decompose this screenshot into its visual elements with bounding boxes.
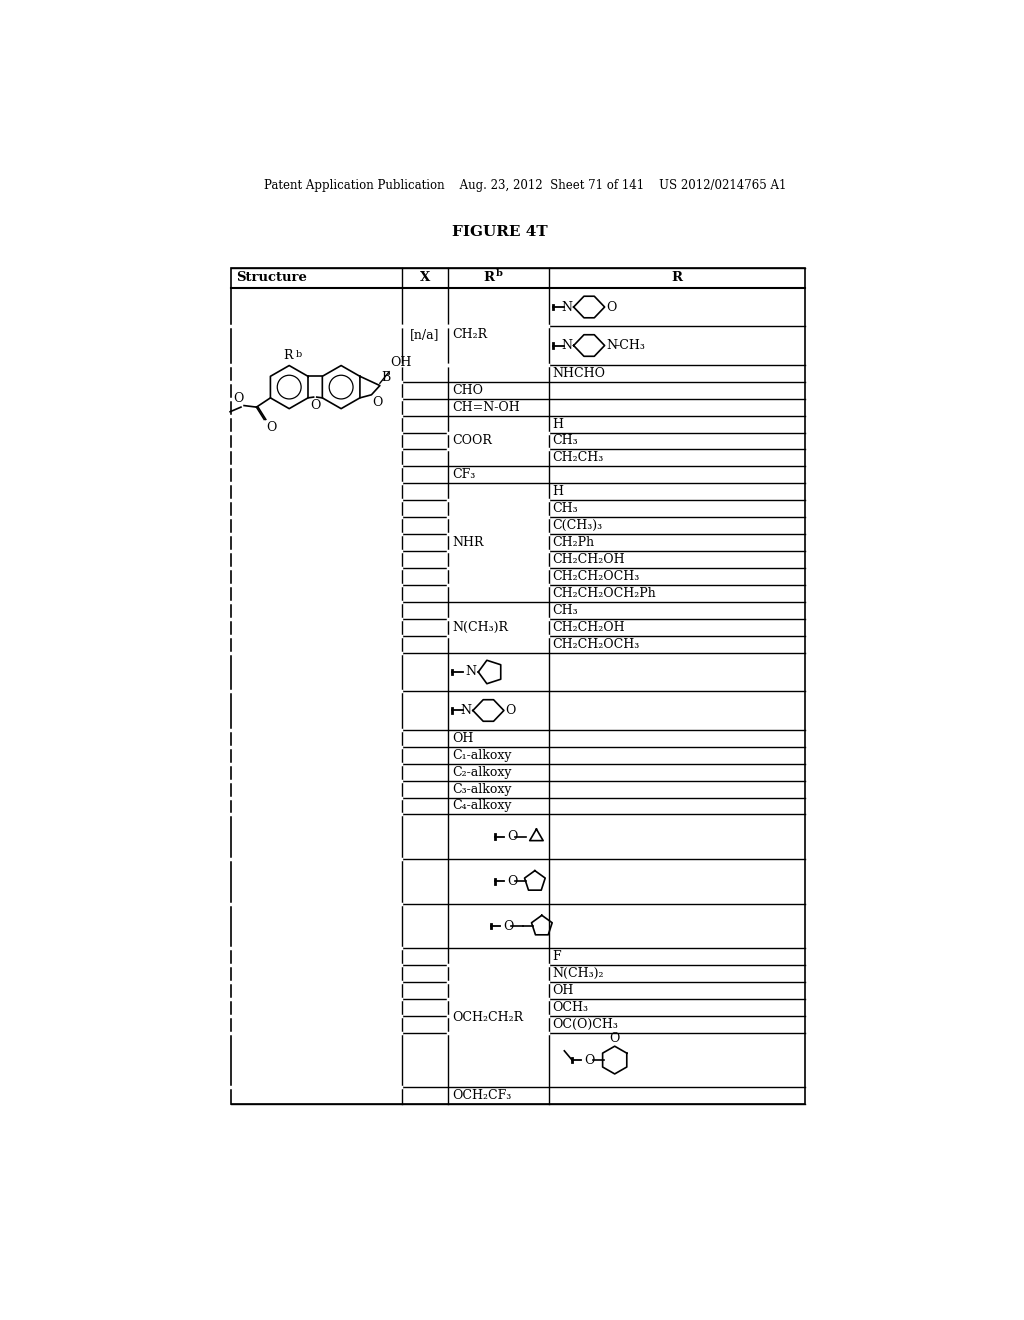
Text: OH: OH: [553, 985, 574, 998]
Text: CF₃: CF₃: [452, 469, 475, 482]
Text: O: O: [310, 400, 321, 412]
Text: C(CH₃)₃: C(CH₃)₃: [553, 519, 603, 532]
Text: CH₂CH₂OCH₃: CH₂CH₂OCH₃: [553, 570, 640, 583]
Text: CH₂R: CH₂R: [452, 329, 487, 342]
Text: C₁-alkoxy: C₁-alkoxy: [452, 748, 511, 762]
Text: CH₂CH₂OH: CH₂CH₂OH: [553, 553, 626, 566]
Text: O: O: [609, 1032, 620, 1044]
Text: N(CH₃)₂: N(CH₃)₂: [553, 968, 604, 981]
Text: O: O: [266, 421, 276, 434]
Text: F: F: [553, 950, 561, 964]
Text: NHR: NHR: [452, 536, 483, 549]
Text: COOR: COOR: [452, 434, 492, 447]
Text: B: B: [381, 371, 391, 384]
Text: R: R: [483, 271, 495, 284]
Text: CH=N-OH: CH=N-OH: [452, 400, 520, 413]
Text: H: H: [553, 486, 563, 499]
Text: O: O: [232, 392, 244, 405]
Text: C₃-alkoxy: C₃-alkoxy: [452, 783, 511, 796]
Text: CH₂CH₃: CH₂CH₃: [553, 451, 604, 465]
Text: OH: OH: [452, 731, 473, 744]
Text: N: N: [606, 339, 617, 352]
Text: O: O: [606, 301, 616, 314]
Text: O: O: [507, 830, 517, 843]
Text: CH₂CH₂OH: CH₂CH₂OH: [553, 620, 626, 634]
Text: NHCHO: NHCHO: [553, 367, 606, 380]
Text: C₄-alkoxy: C₄-alkoxy: [452, 800, 511, 813]
Text: O: O: [372, 396, 383, 409]
Text: O: O: [506, 704, 516, 717]
Text: b: b: [496, 269, 502, 279]
Text: R: R: [671, 271, 682, 284]
Text: OC(O)CH₃: OC(O)CH₃: [553, 1018, 618, 1031]
Text: OCH₂CH₂R: OCH₂CH₂R: [452, 1011, 523, 1024]
Text: CH₃: CH₃: [553, 603, 579, 616]
Text: CH₃: CH₃: [553, 502, 579, 515]
Text: b: b: [295, 350, 302, 359]
Text: X: X: [420, 271, 430, 284]
Text: N: N: [461, 704, 471, 717]
Text: OCH₃: OCH₃: [553, 1001, 589, 1014]
Text: C₂-alkoxy: C₂-alkoxy: [452, 766, 511, 779]
Text: –CH₃: –CH₃: [614, 339, 646, 352]
Text: FIGURE 4T: FIGURE 4T: [453, 224, 548, 239]
Text: Structure: Structure: [236, 271, 306, 284]
Text: [n/a]: [n/a]: [410, 329, 439, 342]
Text: H: H: [553, 417, 563, 430]
Text: N: N: [561, 339, 572, 352]
Text: CH₂CH₂OCH₂Ph: CH₂CH₂OCH₂Ph: [553, 587, 656, 601]
Text: O: O: [503, 920, 513, 933]
Text: CH₃: CH₃: [553, 434, 579, 447]
Text: O: O: [585, 1053, 595, 1067]
Text: O: O: [507, 875, 517, 888]
Text: R: R: [284, 348, 293, 362]
Text: N: N: [561, 301, 572, 314]
Text: CH₂CH₂OCH₃: CH₂CH₂OCH₃: [553, 638, 640, 651]
Text: OH: OH: [391, 355, 412, 368]
Bar: [231, 268, 805, 1104]
Text: CH₂Ph: CH₂Ph: [553, 536, 595, 549]
Text: Patent Application Publication    Aug. 23, 2012  Sheet 71 of 141    US 2012/0214: Patent Application Publication Aug. 23, …: [263, 178, 786, 191]
Text: N(CH₃)R: N(CH₃)R: [452, 620, 508, 634]
Text: N: N: [466, 665, 477, 678]
Text: OCH₂CF₃: OCH₂CF₃: [452, 1089, 511, 1102]
Text: CHO: CHO: [452, 384, 483, 397]
